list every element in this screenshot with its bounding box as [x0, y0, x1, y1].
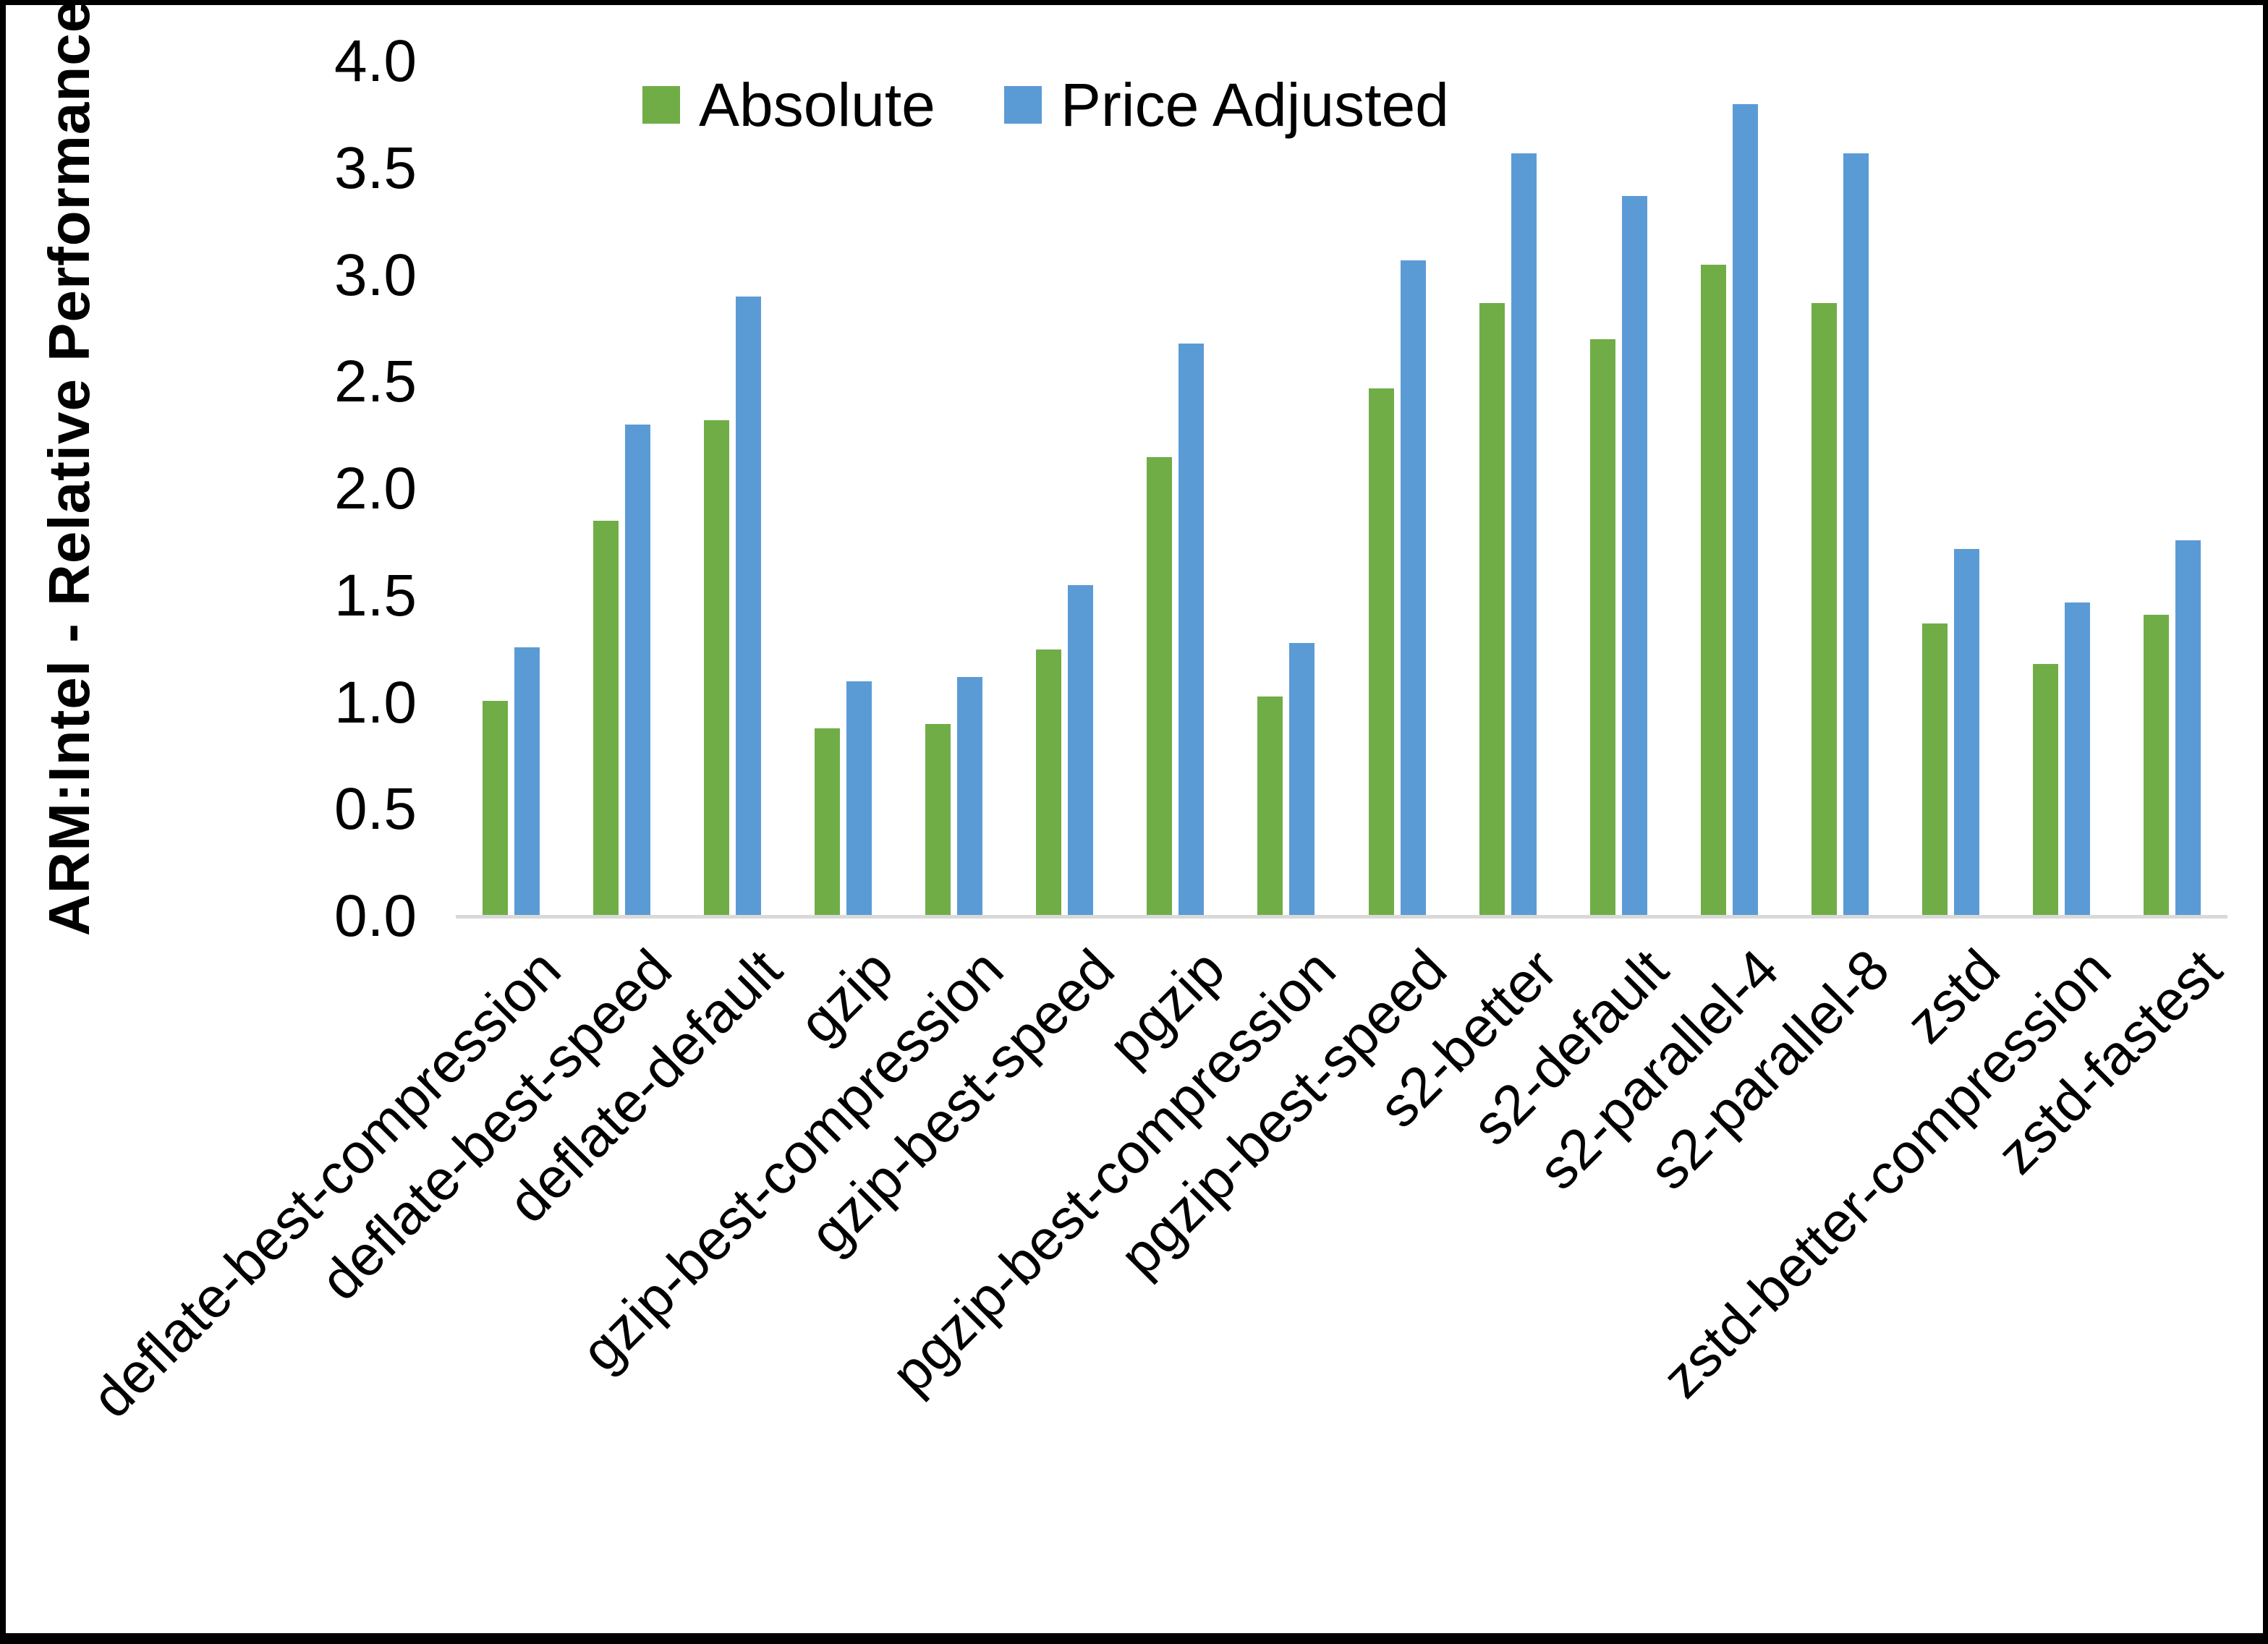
bar-group-pgzip — [1120, 61, 1231, 916]
legend-item-absolute: Absolute — [642, 74, 935, 135]
y-tick-label-0.0: 0.0 — [334, 883, 417, 949]
bar-group-s2-parallel-8 — [1785, 61, 1895, 916]
bar-price-adjusted-pgzip-best-speed — [1400, 260, 1426, 916]
bar-group-pgzip-best-compression — [1231, 61, 1341, 916]
bar-group-deflate-best-compression — [456, 61, 566, 916]
y-tick-label-2.0: 2.0 — [334, 456, 417, 521]
bar-group-s2-better — [1453, 61, 1563, 916]
bar-price-adjusted-zstd-better-compression — [2064, 602, 2090, 916]
bar-price-adjusted-pgzip-best-compression — [1289, 642, 1315, 916]
y-tick-label-0.5: 0.5 — [334, 776, 417, 843]
x-axis-line — [456, 915, 2227, 919]
legend-label-absolute: Absolute — [699, 71, 935, 139]
bar-group-s2-default — [1563, 61, 1674, 916]
y-tick-label-1.0: 1.0 — [334, 669, 417, 736]
bar-absolute-s2-better — [1479, 302, 1505, 916]
bar-absolute-gzip-best-speed — [1036, 649, 1062, 916]
bar-price-adjusted-s2-default — [1621, 196, 1647, 916]
bar-price-adjusted-s2-better — [1511, 153, 1537, 916]
bar-absolute-pgzip-best-compression — [1257, 696, 1283, 916]
legend-swatch-price-adjusted — [1003, 86, 1042, 124]
bar-group-deflate-best-speed — [566, 61, 677, 916]
bar-absolute-pgzip — [1147, 456, 1173, 916]
bar-price-adjusted-deflate-best-compression — [514, 647, 540, 916]
bar-price-adjusted-zstd — [1953, 548, 1979, 916]
bar-absolute-deflate-best-speed — [593, 521, 619, 916]
y-tick-label-3.5: 3.5 — [334, 135, 417, 201]
bar-group-gzip — [788, 61, 899, 916]
bar-group-gzip-best-compression — [899, 61, 1009, 916]
bar-price-adjusted-pgzip — [1178, 344, 1205, 916]
y-tick-label-2.5: 2.5 — [334, 349, 417, 415]
y-axis-title: ARM:Intel - Relative Performance — [37, 0, 101, 937]
bar-absolute-zstd-fastest — [2143, 615, 2169, 916]
legend-label-price-adjusted: Price Adjusted — [1060, 71, 1449, 139]
bar-absolute-pgzip-best-speed — [1368, 388, 1394, 916]
bar-price-adjusted-deflate-default — [736, 297, 762, 916]
bar-price-adjusted-s2-parallel-8 — [1843, 153, 1869, 916]
legend: Absolute Price Adjusted — [642, 74, 1449, 135]
bar-group-zstd-better-compression — [2006, 61, 2117, 916]
bar-absolute-s2-parallel-4 — [1700, 264, 1726, 916]
y-tick-label-1.5: 1.5 — [334, 562, 417, 629]
bar-chart: ARM:Intel - Relative Performance Absolut… — [6, 5, 2263, 1633]
bar-absolute-gzip-best-compression — [925, 724, 951, 916]
bar-group-pgzip-best-speed — [1342, 61, 1453, 916]
bar-price-adjusted-gzip-best-compression — [957, 677, 983, 916]
bar-absolute-deflate-default — [704, 420, 730, 916]
x-tick-label-deflate-best-compression: deflate-best-compression — [79, 937, 573, 1430]
legend-swatch-absolute — [642, 86, 680, 124]
bar-price-adjusted-deflate-best-speed — [625, 425, 651, 916]
bar-group-zstd-fastest — [2117, 61, 2227, 916]
bar-absolute-zstd — [1921, 623, 1948, 916]
bar-price-adjusted-s2-parallel-4 — [1732, 104, 1758, 916]
y-tick-label-3.0: 3.0 — [334, 242, 417, 308]
bar-group-s2-parallel-4 — [1674, 61, 1785, 916]
bar-absolute-s2-default — [1589, 339, 1615, 916]
bar-absolute-s2-parallel-8 — [1811, 302, 1837, 916]
bar-group-deflate-default — [677, 61, 788, 916]
bar-absolute-zstd-better-compression — [2032, 664, 2058, 916]
plot-area — [456, 61, 2227, 916]
bar-price-adjusted-gzip — [846, 681, 872, 916]
y-tick-label-4.0: 4.0 — [334, 28, 417, 94]
bar-absolute-gzip — [815, 728, 841, 916]
legend-item-price-adjusted: Price Adjusted — [1003, 71, 1449, 139]
bar-price-adjusted-gzip-best-speed — [1068, 584, 1094, 916]
bar-group-gzip-best-speed — [1009, 61, 1120, 916]
bar-group-zstd — [1895, 61, 2006, 916]
bar-absolute-deflate-best-compression — [483, 700, 509, 916]
bar-price-adjusted-zstd-fastest — [2175, 540, 2201, 916]
